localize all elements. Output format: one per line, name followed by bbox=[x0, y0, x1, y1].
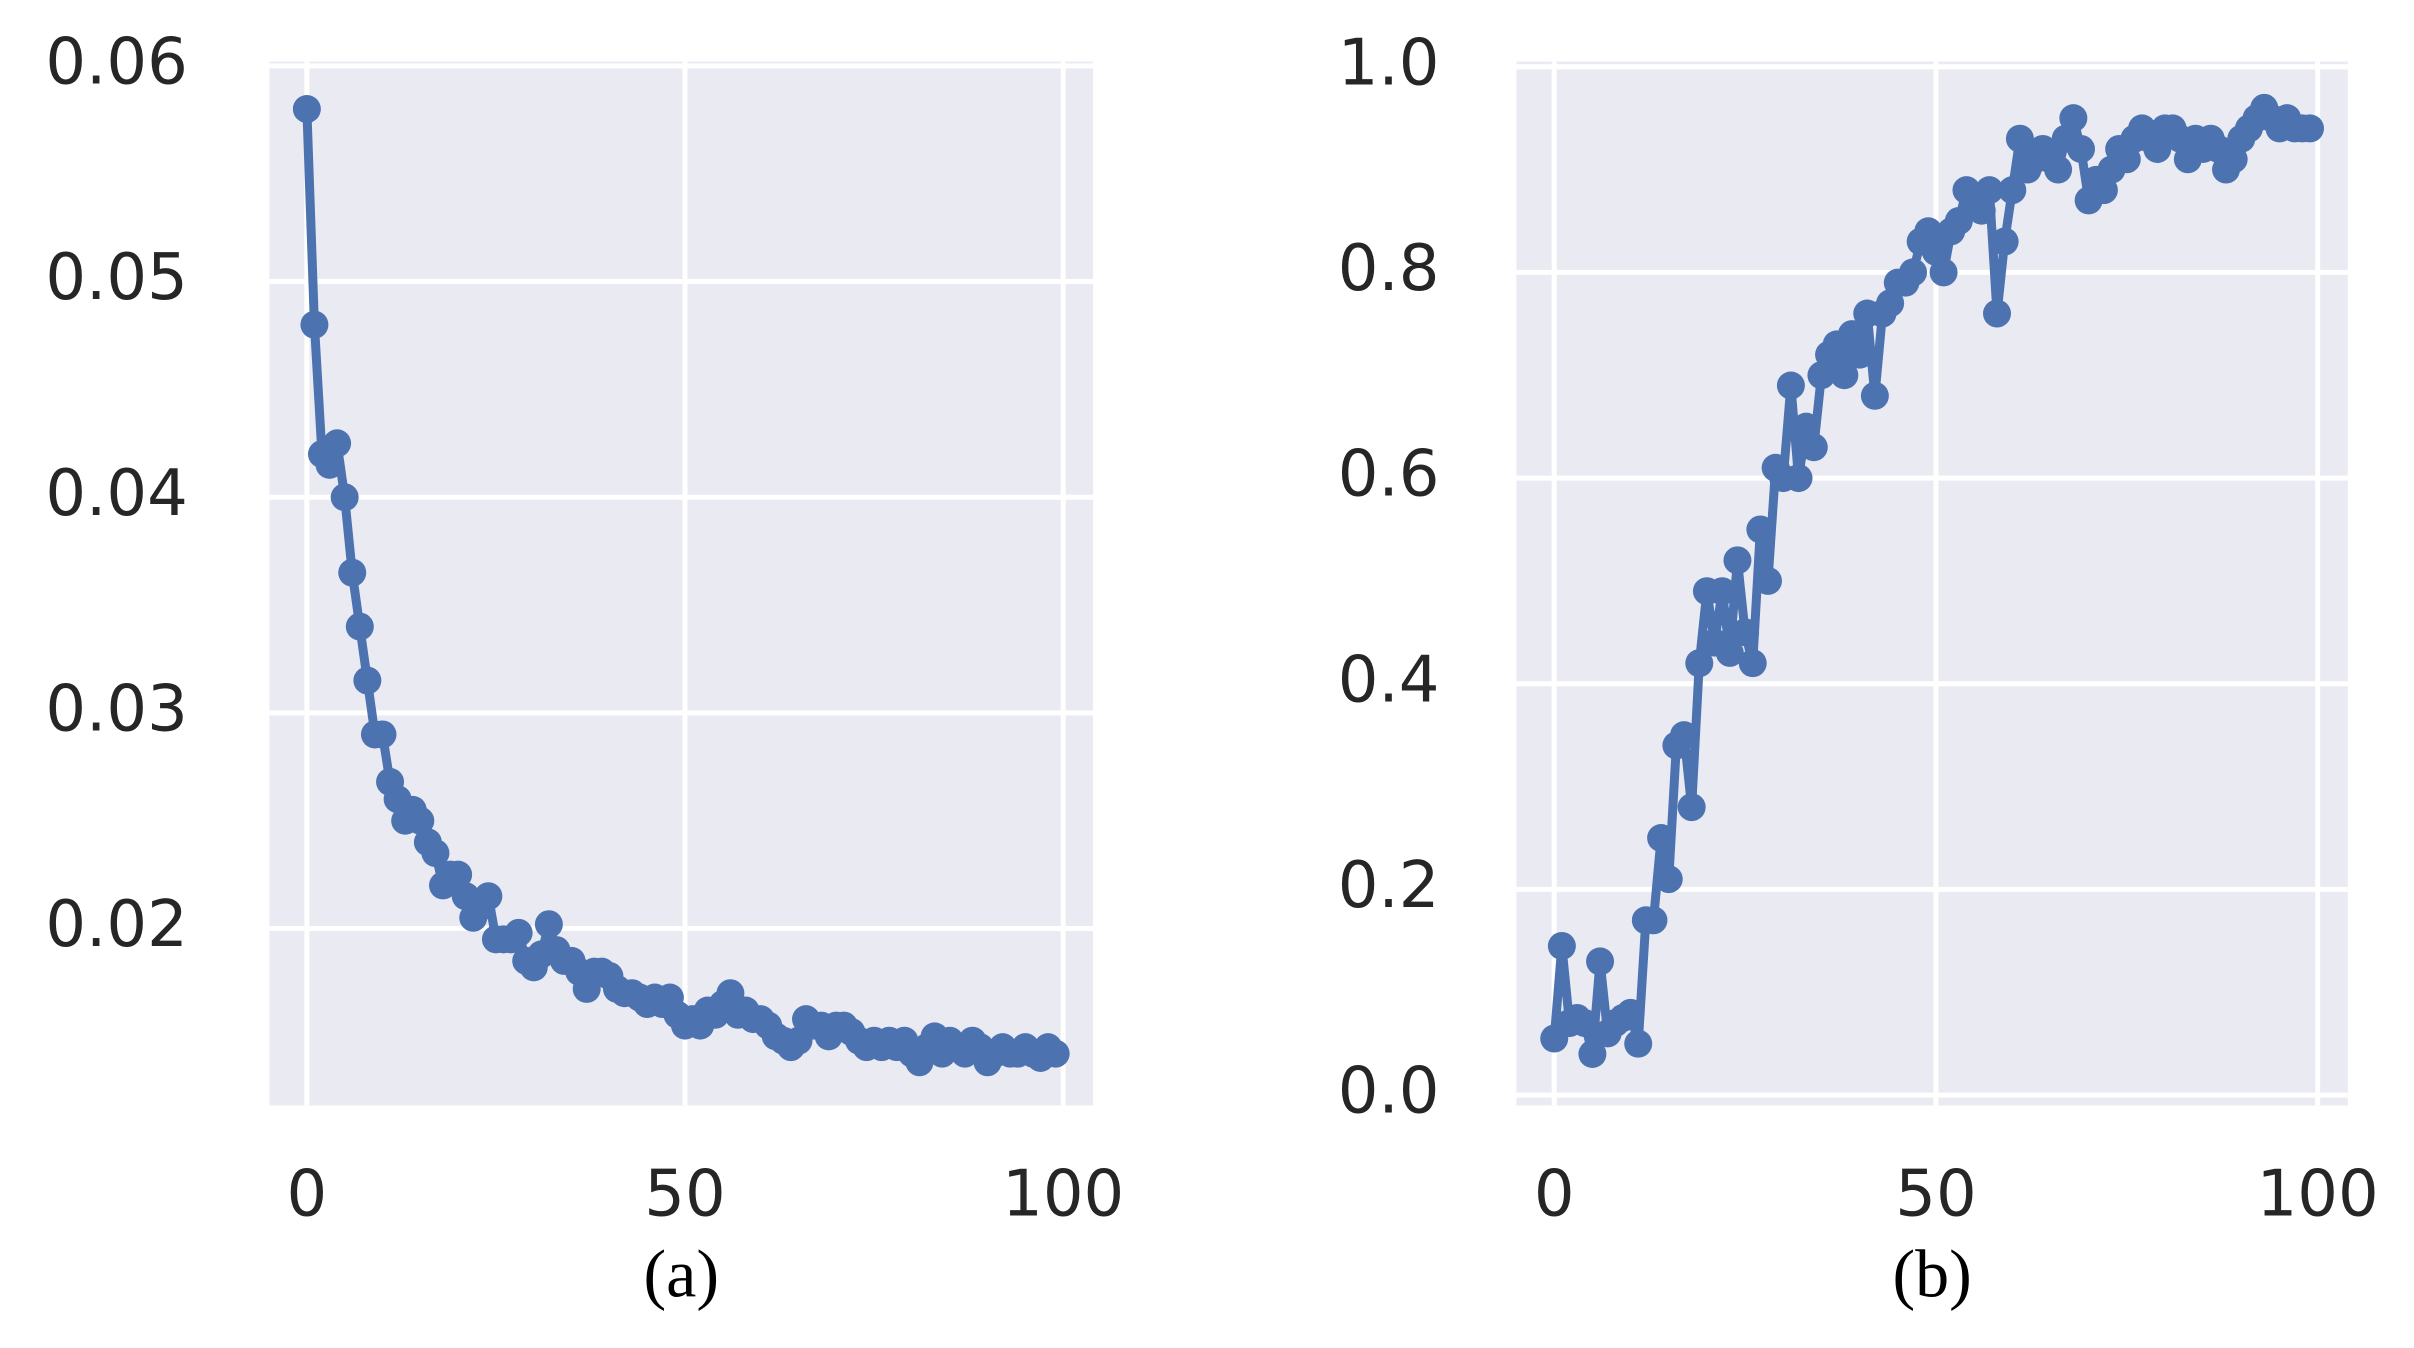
data-point bbox=[1624, 1029, 1653, 1058]
data-point bbox=[2059, 104, 2088, 133]
data-point bbox=[315, 450, 344, 479]
chart-panel: 0.02 0.03 0.04 0.05 0.06 0 50 100 (a) bbox=[45, 25, 1124, 1311]
data-point bbox=[1731, 618, 1760, 647]
y-tick-label: 0.8 bbox=[1338, 232, 1440, 306]
x-tick-label: 100 bbox=[1002, 1157, 1124, 1231]
data-point bbox=[421, 839, 450, 868]
plot-area bbox=[269, 61, 1094, 1106]
y-tick-label: 0.2 bbox=[1338, 849, 1440, 923]
data-point bbox=[1578, 1039, 1607, 1068]
data-point bbox=[323, 429, 352, 458]
data-point bbox=[1723, 546, 1752, 575]
data-point bbox=[1647, 824, 1676, 853]
data-point bbox=[1738, 649, 1767, 678]
data-point bbox=[345, 612, 374, 641]
data-point bbox=[1547, 931, 1576, 960]
data-point bbox=[1746, 515, 1775, 544]
data-point bbox=[504, 918, 533, 947]
data-point bbox=[1670, 721, 1699, 750]
data-point bbox=[1845, 340, 1874, 369]
data-point bbox=[1944, 206, 1973, 235]
data-point bbox=[1753, 566, 1782, 595]
data-point bbox=[1799, 433, 1828, 462]
data-point bbox=[1685, 649, 1714, 678]
data-point bbox=[1998, 176, 2027, 205]
data-point bbox=[300, 310, 329, 339]
data-point bbox=[338, 558, 367, 587]
data-point bbox=[1586, 947, 1615, 976]
data-point bbox=[1639, 906, 1668, 935]
data-point bbox=[2296, 114, 2325, 143]
y-tick-label: 0.02 bbox=[45, 888, 188, 962]
x-tick-label: 100 bbox=[2257, 1157, 2379, 1231]
data-point bbox=[1616, 998, 1645, 1027]
data-point bbox=[406, 806, 435, 835]
data-point bbox=[1715, 638, 1744, 667]
data-point bbox=[1990, 227, 2019, 256]
caption: (b) bbox=[1892, 1236, 1971, 1312]
x-tick-label: 50 bbox=[644, 1157, 725, 1231]
x-tick-label: 0 bbox=[1534, 1157, 1575, 1231]
data-point bbox=[1654, 865, 1683, 894]
data-point bbox=[1899, 258, 1928, 287]
data-point bbox=[1975, 176, 2004, 205]
data-point bbox=[444, 860, 473, 889]
y-tick-label: 0.4 bbox=[1338, 643, 1440, 717]
y-tick-label: 0.03 bbox=[45, 672, 188, 746]
y-tick-label: 0.06 bbox=[45, 25, 188, 99]
y-tick-label: 0.04 bbox=[45, 457, 188, 531]
data-point bbox=[2005, 124, 2034, 153]
y-tick-label: 1.0 bbox=[1338, 26, 1440, 100]
data-point bbox=[1929, 258, 1958, 287]
y-tick-label: 0.6 bbox=[1338, 438, 1440, 512]
data-point bbox=[2066, 134, 2095, 163]
data-point bbox=[1041, 1039, 1070, 1068]
data-point bbox=[1776, 371, 1805, 400]
data-point bbox=[1860, 381, 1889, 410]
data-point bbox=[1830, 361, 1859, 390]
data-point bbox=[1677, 793, 1706, 822]
x-tick-label: 0 bbox=[286, 1157, 327, 1231]
data-point bbox=[1570, 1009, 1599, 1038]
data-point bbox=[368, 720, 397, 749]
data-point bbox=[534, 910, 563, 939]
data-point bbox=[353, 666, 382, 695]
data-point bbox=[1983, 299, 2012, 328]
data-point bbox=[330, 483, 359, 512]
data-point bbox=[1784, 464, 1813, 493]
data-point bbox=[474, 882, 503, 911]
data-point bbox=[1708, 577, 1737, 606]
y-tick-label: 0.0 bbox=[1338, 1055, 1440, 1129]
y-tick-label: 0.05 bbox=[45, 241, 188, 315]
chart-panel: 0.0 0.2 0.4 0.6 0.8 1.0 0 50 100 (b) bbox=[1338, 26, 2379, 1311]
data-point bbox=[2044, 155, 2073, 184]
x-tick-label: 50 bbox=[1895, 1157, 1976, 1231]
caption: (a) bbox=[644, 1236, 719, 1312]
data-point bbox=[292, 95, 321, 124]
